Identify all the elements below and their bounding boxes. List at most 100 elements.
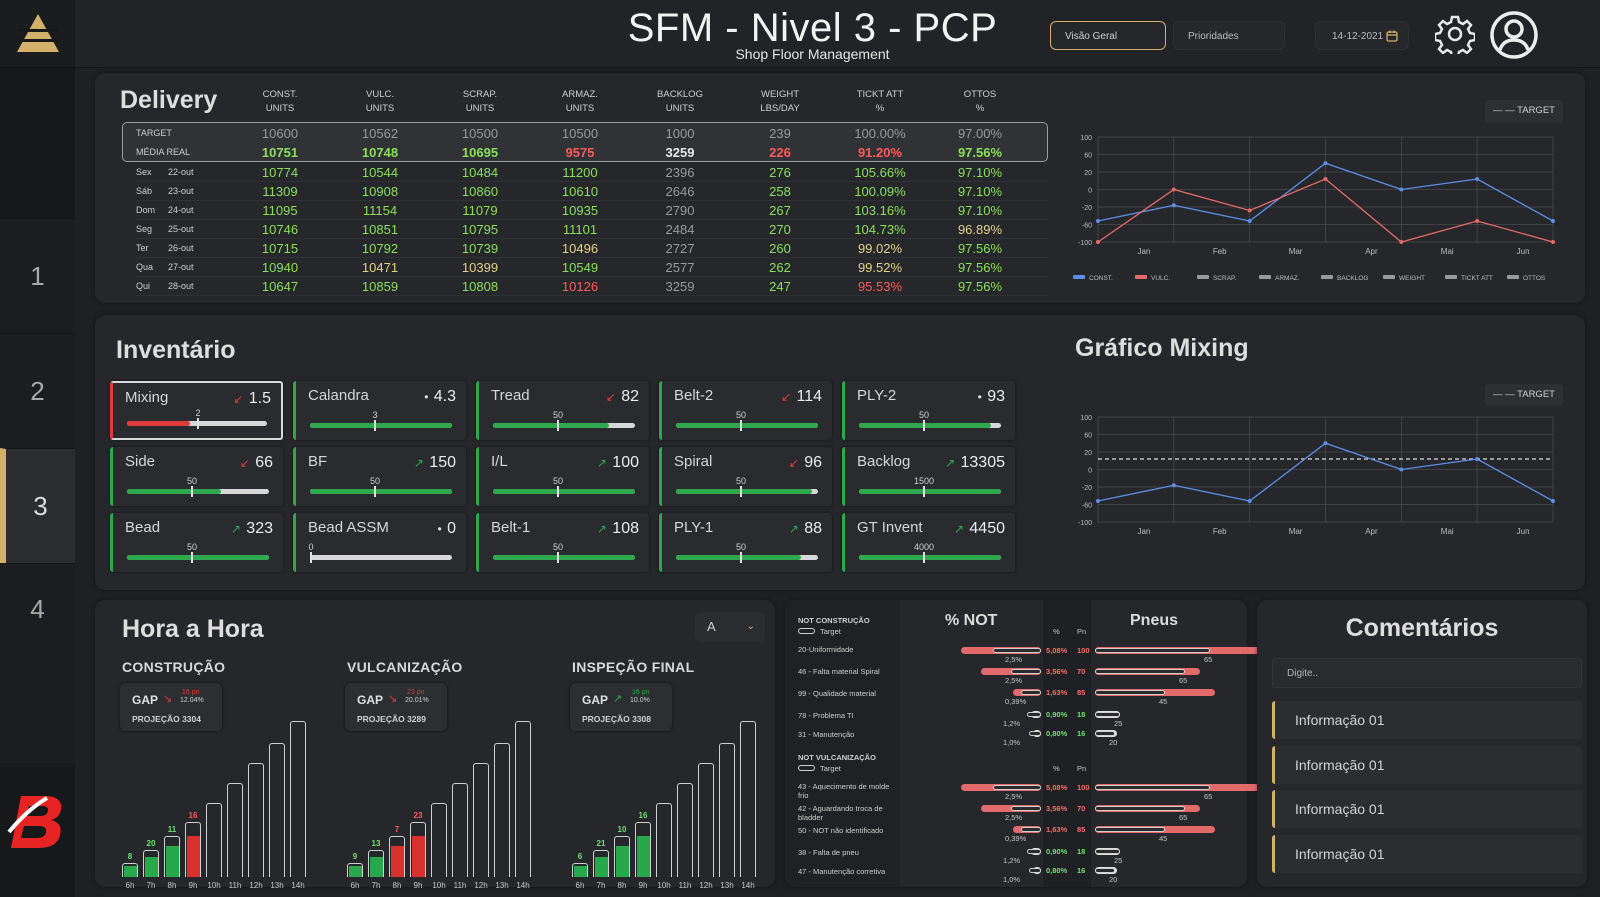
column-header-line2: UNITS bbox=[665, 103, 695, 114]
inventory-tile-ply-1[interactable]: PLY-1 ↗ 88 50 bbox=[659, 513, 832, 572]
hour-bar-value: 11 bbox=[167, 825, 177, 834]
tile-value: 93 bbox=[987, 388, 1005, 405]
sidebar-item-3[interactable]: 3 bbox=[0, 448, 75, 563]
tile-progress-fill bbox=[493, 555, 635, 560]
prioridades-button[interactable]: Prioridades bbox=[1173, 21, 1285, 50]
table-cell: 2790 bbox=[665, 203, 695, 218]
hour-label: 14h bbox=[741, 881, 755, 890]
hour-bar bbox=[206, 803, 222, 877]
hour-label: 12h bbox=[699, 881, 713, 890]
gear-icon[interactable] bbox=[1435, 14, 1475, 54]
visao-geral-button[interactable]: Visão Geral bbox=[1050, 21, 1166, 50]
trend-up-icon: ↗ bbox=[613, 693, 623, 705]
shift-select[interactable]: A ⌄ bbox=[695, 612, 765, 642]
pn-column-header: Pn bbox=[1077, 627, 1087, 636]
tile-target-label: 50 bbox=[552, 410, 563, 420]
inventory-tile-backlog[interactable]: Backlog ↗ 13305 1500 bbox=[842, 447, 1015, 506]
header: SFM - Nivel 3 - PCP Shop Floor Managemen… bbox=[75, 0, 1600, 68]
tile-value-wrap: ↙ 1.5 bbox=[233, 390, 271, 408]
not-pn-value: 85 bbox=[1077, 825, 1086, 834]
table-cell: 10746 bbox=[261, 222, 299, 237]
table-cell: 99.52% bbox=[857, 260, 903, 275]
inventory-tile-gt-invent[interactable]: GT Invent ↗ 4450 4000 bbox=[842, 513, 1015, 572]
tile-target-label: 2 bbox=[195, 408, 201, 418]
tile-progress-track bbox=[493, 555, 635, 560]
comment-input[interactable]: Digite.. bbox=[1272, 658, 1582, 688]
date-picker[interactable]: 14-12-2021 bbox=[1315, 21, 1409, 50]
row-label: Sex bbox=[136, 167, 152, 177]
data-point bbox=[1399, 467, 1404, 472]
inventory-tile-belt-2[interactable]: Belt-2 ↙ 114 50 bbox=[659, 381, 832, 440]
row-date: 24-out bbox=[168, 205, 194, 215]
inventory-tile-ply-2[interactable]: PLY-2 • 93 50 bbox=[842, 381, 1015, 440]
table-cell: 97.00% bbox=[957, 126, 1003, 141]
table-row: TARGET 10600 10562 10500 10500 1000 239 100.00%… bbox=[136, 124, 1048, 143]
inventory-tile-mixing[interactable]: Mixing ↙ 1.5 2 bbox=[110, 381, 283, 440]
page-title: SFM - Nivel 3 - PCP bbox=[627, 6, 998, 50]
not-target-bar bbox=[1021, 827, 1041, 832]
table-cell: 10748 bbox=[361, 145, 399, 160]
not-pct-value: 0,90% bbox=[1046, 847, 1068, 856]
hour-label: 8h bbox=[617, 881, 627, 890]
inventory-tile-side[interactable]: Side ↙ 66 50 bbox=[110, 447, 283, 506]
trend-up-icon: ↗ bbox=[596, 456, 611, 470]
not-item-label: 38 - Falta de pneu bbox=[798, 848, 859, 857]
table-cell: 10751 bbox=[261, 145, 299, 160]
hour-bar bbox=[635, 822, 651, 877]
row-divider bbox=[136, 257, 1048, 258]
column-header: ARMAZ. UNITS bbox=[530, 88, 630, 116]
tile-target-label: 1500 bbox=[913, 476, 935, 486]
hour-bar bbox=[473, 763, 489, 877]
inventory-tile-spiral[interactable]: Spiral ↙ 96 50 bbox=[659, 447, 832, 506]
row-divider bbox=[136, 181, 1048, 182]
sidebar-item-2[interactable]: 2 bbox=[0, 333, 75, 448]
not-pct-value: 1,63% bbox=[1046, 688, 1068, 697]
table-row: Qua 27-out 10940 10471 10399 10549 2577 262 99.5… bbox=[136, 258, 1048, 277]
tile-value: 323 bbox=[246, 520, 273, 537]
column-header-line1: SCRAP. bbox=[462, 89, 498, 100]
column-header-line1: VULC. bbox=[366, 89, 394, 100]
sidebar-item-1[interactable]: 1 bbox=[0, 218, 75, 333]
table-cell: 95.53% bbox=[857, 279, 903, 294]
comment-item[interactable]: Informação 01 bbox=[1272, 835, 1582, 873]
y-tick-label: 20 bbox=[1084, 170, 1092, 177]
inventory-tile-belt-1[interactable]: Belt-1 ↗ 108 50 bbox=[476, 513, 649, 572]
table-cell: 10908 bbox=[361, 184, 399, 199]
not-pn-value: 100 bbox=[1077, 783, 1090, 792]
hour-bar-value: 10 bbox=[617, 825, 627, 834]
hour-bar bbox=[368, 850, 384, 877]
legend-swatch bbox=[1135, 275, 1147, 279]
table-cell: 11200 bbox=[562, 165, 598, 180]
projecao-label: PROJEÇÃO 3308 bbox=[582, 714, 651, 724]
comment-item[interactable]: Informação 01 bbox=[1272, 701, 1582, 739]
hora-section-title: INSPEÇÃO FINAL bbox=[572, 659, 695, 675]
target-legend-label: Target bbox=[820, 627, 841, 636]
x-tick-label: Jun bbox=[1517, 527, 1530, 536]
user-avatar-icon[interactable] bbox=[1489, 10, 1539, 60]
gap-pn: 23 pn bbox=[407, 689, 425, 696]
hour-bar bbox=[122, 863, 138, 877]
tile-name: Backlog bbox=[857, 453, 911, 470]
legend-label: BACKLOG bbox=[1337, 275, 1368, 282]
table-cell: 2646 bbox=[665, 184, 695, 199]
hour-bar-value: 7 bbox=[394, 825, 400, 834]
inventory-tile-calandra[interactable]: Calandra • 4.3 3 bbox=[293, 381, 466, 440]
tile-value-wrap: ↗ 323 bbox=[231, 520, 273, 538]
inventory-tile-bead[interactable]: Bead ↗ 323 50 bbox=[110, 513, 283, 572]
hour-label: 7h bbox=[596, 881, 606, 890]
tile-target-label: 50 bbox=[918, 410, 929, 420]
inventory-tile-tread[interactable]: Tread ↙ 82 50 bbox=[476, 381, 649, 440]
y-tick-label: 60 bbox=[1084, 433, 1092, 440]
comment-item[interactable]: Informação 01 bbox=[1272, 746, 1582, 784]
inventory-tile-bf[interactable]: BF ↗ 150 50 bbox=[293, 447, 466, 506]
gap-pn: 16 pn bbox=[632, 689, 650, 696]
target-legend-swatch bbox=[798, 765, 815, 771]
trend-down-icon: ↙ bbox=[233, 392, 247, 406]
delivery-summary-box bbox=[122, 122, 1048, 162]
table-cell: 247 bbox=[769, 279, 791, 294]
comment-item[interactable]: Informação 01 bbox=[1272, 790, 1582, 828]
inventory-tile-i-l[interactable]: I/L ↗ 100 50 bbox=[476, 447, 649, 506]
sidebar-item-4[interactable]: 4 bbox=[0, 563, 75, 763]
hour-label: 13h bbox=[270, 881, 284, 890]
